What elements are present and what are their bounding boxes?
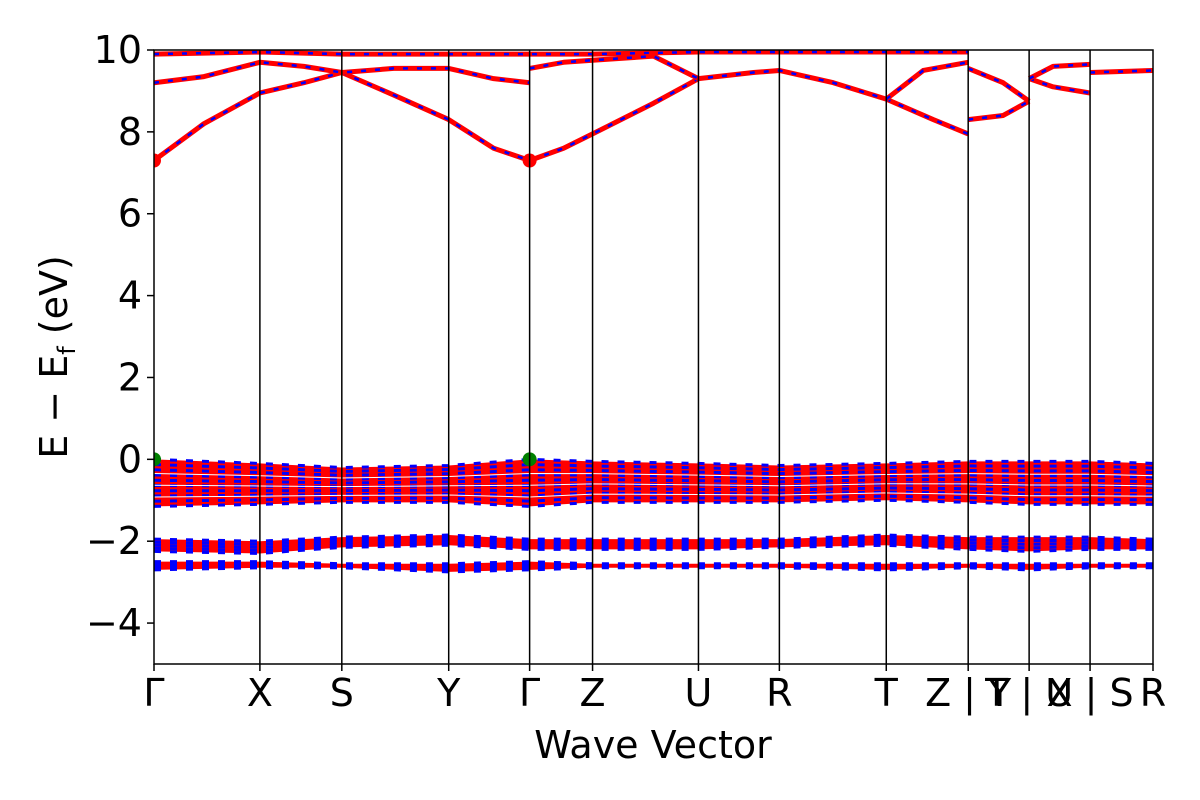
y-axis-title-main: E − E [32,355,76,459]
x-tick-label: R [766,671,792,715]
conduction-band-dash-4 [885,61,969,101]
cbm-marker [154,153,161,168]
conduction-band-line-6 [967,66,1031,104]
plot-area [154,50,1153,574]
conduction-band-dash-0 [154,69,969,162]
y-tick-label: −2 [86,519,142,563]
conduction-band-line-5 [967,98,1031,123]
conduction-band-line-0 [154,67,970,164]
y-tick-label: 10 [94,28,142,72]
y-tick-label: 8 [118,110,142,154]
x-tick-label: T | U [984,671,1073,716]
y-axis-title-subscript: f [53,346,81,355]
conduction-band-line-8 [1027,61,1091,81]
y-tick-label: 4 [118,274,142,318]
x-tick-label: Γ [143,671,164,715]
valence-band-line [154,566,1153,574]
vbm-marker [154,452,161,467]
conduction-band-dash-9 [1090,69,1153,74]
conduction-band-dash-2 [154,50,969,56]
y-axis-ticks: −4 −2 0 2 4 6 8 10 [86,28,154,645]
x-axis-title: Wave Vector [534,723,772,767]
y-tick-label: −4 [86,601,142,645]
x-tick-label: R [1140,671,1166,715]
conduction-band-line-4 [884,59,969,102]
conduction-band-dash-6 [967,67,1030,103]
x-tick-label: Z [580,671,606,715]
y-axis-title-unit: (eV) [32,255,76,346]
x-tick-label: Y [436,671,461,715]
y-axis-title: E − Ef (eV) [32,255,81,459]
conduction-band-line-7 [1028,76,1091,96]
x-tick-label: Z | Y [925,671,1012,716]
y-tick-label: 0 [118,437,142,481]
y-tick-label: 6 [118,192,142,236]
x-tick-label: T [874,671,899,715]
x-tick-label: X [247,671,273,715]
y-tick-label: 2 [118,355,142,399]
x-tick-label: S [330,671,354,715]
kpoint-divider-lines [259,50,1091,664]
x-tick-label: U [685,671,713,715]
x-tick-label: Γ [519,671,540,715]
conduction-band-dash-3 [529,54,700,80]
plot-frame [153,49,1154,665]
x-tick-label: X | S [1047,671,1134,716]
